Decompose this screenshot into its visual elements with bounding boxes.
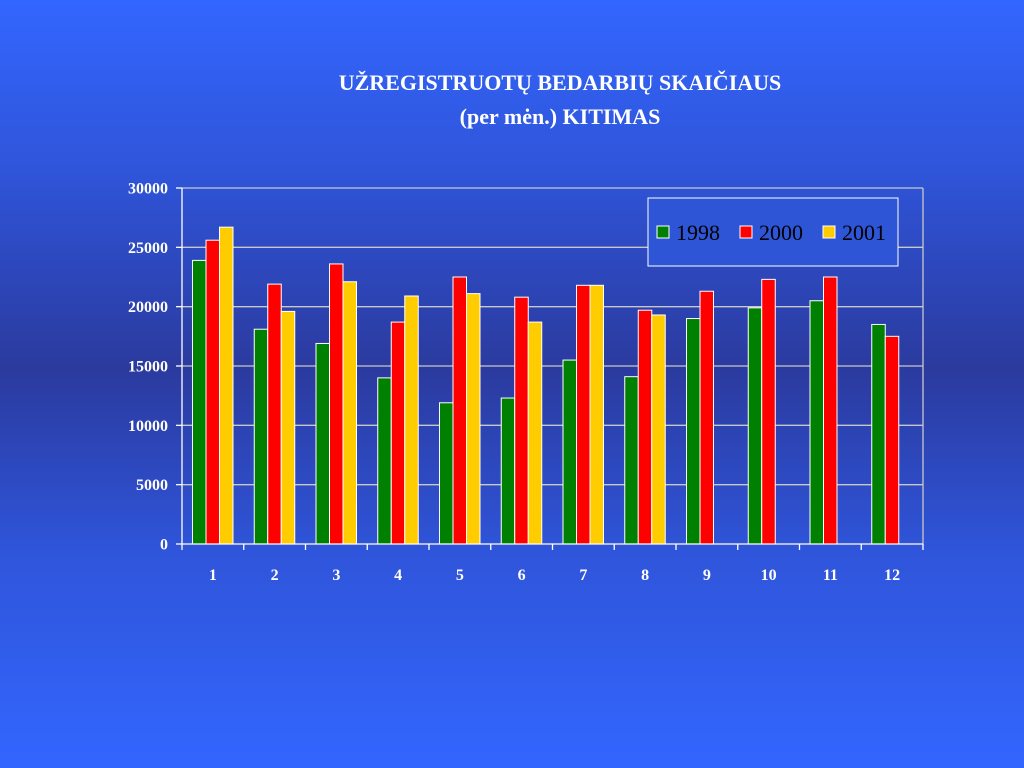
bar-2000-12 (884, 335, 900, 545)
bar-1998-1 (192, 259, 207, 545)
bar-2001-1 (219, 226, 234, 545)
legend-label-2000: 2000 (759, 220, 803, 245)
y-tick-label: 25000 (128, 240, 168, 257)
bar-2000-9 (699, 290, 714, 545)
x-tick-label: 8 (641, 567, 649, 584)
bar-1998-7 (562, 359, 577, 545)
bar-2001-4 (404, 295, 419, 545)
y-tick-label: 5000 (136, 477, 168, 494)
bar-1998-6 (500, 397, 516, 545)
x-tick-label: 7 (579, 567, 587, 584)
bar-1998-8 (624, 376, 639, 545)
bar-2000-8 (637, 309, 653, 545)
x-tick-label: 6 (518, 567, 526, 584)
bar-1998-5 (439, 402, 454, 545)
y-tick-label: 0 (160, 537, 168, 554)
bar-2000-10 (761, 278, 776, 545)
y-tick-label: 15000 (128, 359, 168, 376)
bar-2001-6 (527, 321, 543, 545)
x-tick-label: 11 (823, 567, 838, 584)
bars (192, 226, 900, 545)
bar-2000-6 (514, 296, 529, 545)
legend-swatch-2000 (739, 225, 753, 239)
y-tick-label: 10000 (128, 418, 168, 435)
x-tick-label: 5 (456, 567, 464, 584)
bar-1998-11 (809, 300, 824, 545)
bar-2001-3 (342, 281, 357, 545)
bar-2000-4 (390, 321, 406, 545)
bar-2001-2 (280, 310, 296, 545)
bar-2000-7 (576, 284, 591, 545)
bar-1998-9 (686, 318, 701, 545)
bar-2000-5 (452, 276, 467, 545)
y-tick-label: 30000 (128, 181, 168, 198)
x-tick-label: 12 (884, 567, 900, 584)
bar-2000-1 (205, 239, 220, 545)
bar-1998-4 (377, 377, 392, 545)
bar-2001-7 (589, 284, 604, 545)
bar-1998-2 (253, 328, 269, 545)
bar-2000-11 (823, 276, 838, 545)
bar-2001-8 (651, 314, 666, 545)
chart-title-line-2: (per mėn.) KITIMAS (459, 104, 661, 129)
chart-title-line-1: UŽREGISTRUOTŲ BEDARBIŲ SKAIČIAUS (338, 70, 782, 95)
x-tick-label: 1 (209, 567, 217, 584)
x-tick-label: 4 (394, 567, 402, 584)
x-tick-label: 3 (332, 567, 340, 584)
x-tick-label: 9 (703, 567, 711, 584)
x-tick-label: 2 (271, 567, 279, 584)
x-tick-label: 10 (761, 567, 777, 584)
bar-2001-5 (466, 293, 481, 545)
axes (176, 187, 924, 550)
legend-label-2001: 2001 (842, 220, 886, 245)
legend-swatch-1998 (656, 225, 670, 239)
legend-label-1998: 1998 (676, 220, 720, 245)
gridlines (182, 187, 924, 544)
bar-1998-12 (871, 323, 886, 545)
bar-2000-3 (329, 263, 344, 545)
legend: 1998 2000 2001 (647, 197, 899, 267)
legend-swatch-2001 (822, 225, 836, 239)
bar-2000-2 (267, 283, 282, 545)
bar-1998-3 (315, 342, 330, 545)
y-tick-label: 20000 (128, 299, 168, 316)
legend-box (647, 197, 899, 267)
bar-1998-10 (747, 307, 763, 545)
